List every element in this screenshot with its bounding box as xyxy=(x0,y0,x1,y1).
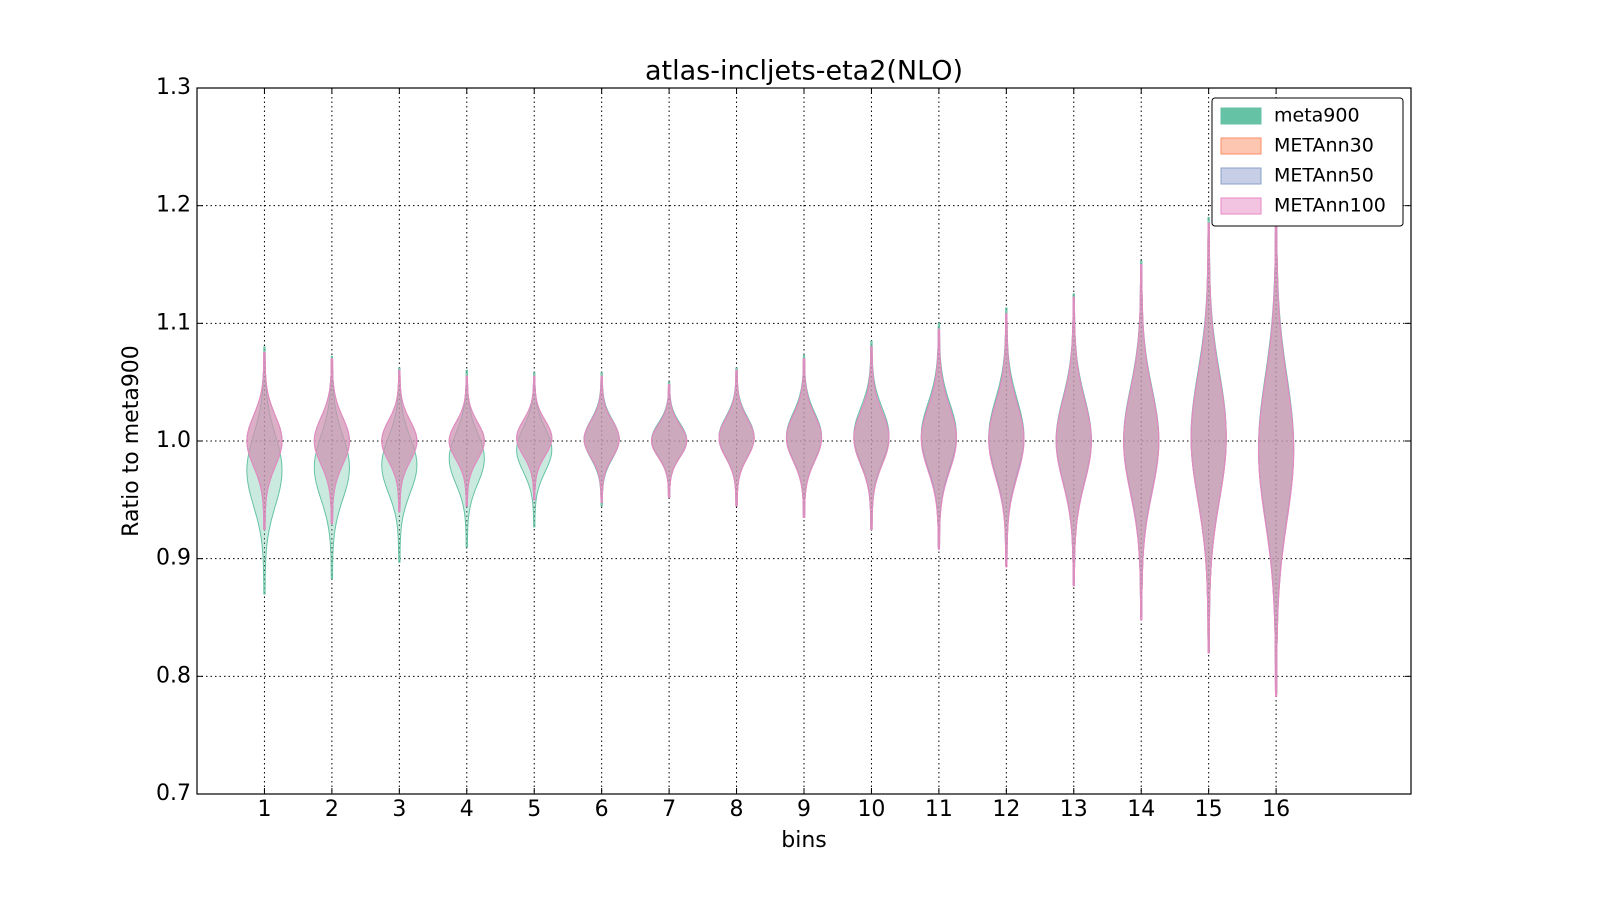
violin xyxy=(1123,264,1160,621)
x-tick-label: 9 xyxy=(797,797,811,822)
legend-swatch xyxy=(1220,107,1262,125)
legend-swatch xyxy=(1220,167,1262,185)
violin xyxy=(650,384,688,498)
violin xyxy=(246,346,283,595)
y-axis-label: Ratio to meta900 xyxy=(119,345,144,537)
violin xyxy=(583,375,620,503)
x-tick-label: 11 xyxy=(925,797,953,822)
plot-frame xyxy=(196,87,1412,795)
x-tick-label: 7 xyxy=(662,797,676,822)
x-tick-label: 10 xyxy=(857,797,885,822)
violin xyxy=(853,346,890,530)
x-tick-label: 4 xyxy=(460,797,474,822)
legend-swatch xyxy=(1220,137,1262,155)
violin xyxy=(381,369,418,513)
violin xyxy=(920,328,958,550)
y-tick-label: 1.1 xyxy=(156,310,191,335)
y-tick-label: 1.3 xyxy=(156,75,191,100)
y-tick-label: 1.2 xyxy=(156,193,191,218)
violin xyxy=(448,369,485,548)
x-tick-label: 1 xyxy=(257,797,271,822)
legend-box xyxy=(1211,97,1404,227)
x-tick-label: 8 xyxy=(730,797,744,822)
violin xyxy=(381,367,418,563)
violin-series xyxy=(246,205,1295,697)
violin xyxy=(988,313,1025,568)
violin xyxy=(718,369,755,507)
violin xyxy=(313,358,351,524)
chart-title: atlas-incljets-eta2(NLO) xyxy=(645,56,963,87)
violin xyxy=(516,375,553,501)
x-tick-label: 16 xyxy=(1262,797,1290,822)
violin xyxy=(313,355,351,580)
violin xyxy=(583,372,620,507)
violin xyxy=(246,352,283,530)
x-tick-label: 6 xyxy=(595,797,609,822)
violin xyxy=(1055,296,1092,587)
legend-label: meta900 xyxy=(1274,105,1360,127)
x-tick-label: 12 xyxy=(992,797,1020,822)
violin xyxy=(516,372,553,528)
legend-label: METAnn50 xyxy=(1274,165,1374,187)
legend-label: METAnn30 xyxy=(1274,135,1374,157)
legend-swatch xyxy=(1220,197,1262,215)
x-tick-label: 5 xyxy=(527,797,541,822)
x-tick-label: 13 xyxy=(1060,797,1088,822)
x-tick-label: 3 xyxy=(392,797,406,822)
x-tick-label: 14 xyxy=(1127,797,1155,822)
x-axis-label: bins xyxy=(781,828,826,853)
violin xyxy=(448,375,485,507)
y-tick-label: 0.9 xyxy=(156,546,191,571)
violin xyxy=(1190,222,1227,654)
y-tick-label: 0.8 xyxy=(156,663,191,688)
violin xyxy=(1257,205,1295,697)
violin-series xyxy=(246,199,1295,695)
x-tick-label: 15 xyxy=(1195,797,1223,822)
x-tick-label: 2 xyxy=(325,797,339,822)
y-tick-label: 1.0 xyxy=(156,428,191,453)
y-tick-label: 0.7 xyxy=(156,781,191,806)
legend-label: METAnn100 xyxy=(1274,195,1386,217)
violin xyxy=(785,358,823,518)
